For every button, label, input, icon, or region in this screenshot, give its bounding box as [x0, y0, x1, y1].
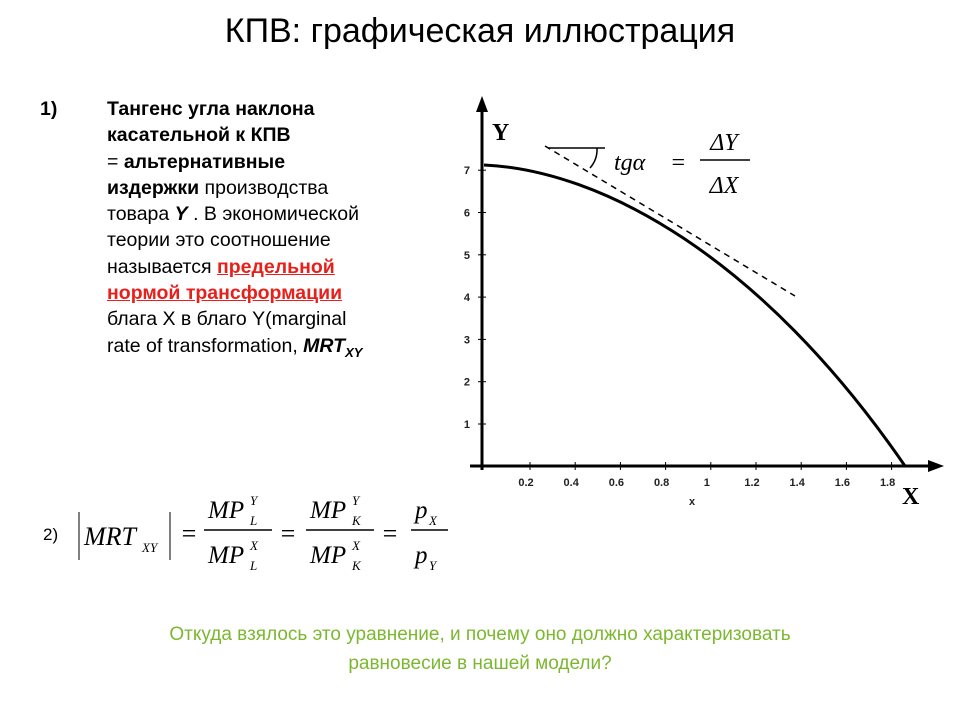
formula: MP — [309, 542, 346, 569]
x-tick-label: 1.8 — [880, 477, 895, 489]
x-tick-label: 0.8 — [654, 477, 669, 489]
formula: p — [413, 542, 428, 569]
text: блага X в благо Y(marginal — [107, 308, 347, 331]
slope-label: tgα — [614, 150, 646, 176]
formula: X — [351, 538, 361, 553]
equals: = — [279, 519, 297, 548]
formula: X — [249, 538, 259, 553]
text: MRT — [303, 334, 346, 357]
list-marker: 1) — [40, 98, 58, 120]
y-tick-label: 4 — [464, 292, 471, 304]
ppf-curve — [483, 163, 907, 467]
equals: = — [670, 150, 686, 176]
formula: MP — [207, 542, 244, 569]
list-marker: 2) — [43, 525, 58, 544]
axis-label: Y — [492, 120, 509, 146]
formula: MP — [309, 497, 346, 524]
text: теории это соотношение — [107, 229, 331, 252]
x-tick-label: 1.4 — [790, 477, 806, 489]
question: Откуда взялось это уравнение, и почему о… — [0, 620, 960, 678]
axis-label: X — [902, 484, 920, 510]
formula: Y — [250, 493, 259, 508]
formula: p — [413, 497, 428, 524]
text: = — [107, 150, 124, 173]
slide-title: КПВ: графическая иллюстрация — [224, 12, 736, 50]
text: товара — [107, 203, 175, 226]
x-tick-label: 0.2 — [518, 477, 533, 489]
term: нормой трансформации — [107, 282, 343, 305]
y-tick-label: 5 — [464, 250, 470, 262]
y-tick-label: 3 — [464, 334, 470, 346]
text: производства — [199, 176, 329, 199]
text: XY — [345, 344, 363, 360]
axis-note: x — [689, 496, 696, 508]
x-tick-label: 1 — [704, 477, 710, 489]
y-tick-label: 1 — [464, 419, 470, 431]
text: альтернативные — [123, 150, 286, 173]
text: . В экономической — [187, 203, 360, 226]
numerator: ΔY — [709, 130, 740, 156]
text: Откуда взялось это уравнение, и почему о… — [169, 624, 791, 645]
formula: XY — [141, 540, 159, 555]
y-tick-label: 7 — [464, 165, 470, 177]
text: rate of transformation, — [107, 334, 304, 357]
formula: X — [428, 513, 438, 528]
point-1: 1) Тангенс угла наклона касательной к КП… — [40, 96, 440, 366]
formula: MRT — [83, 522, 138, 551]
x-tick-label: 0.4 — [564, 477, 580, 489]
text: издержки — [107, 176, 200, 199]
text: касательной к КПВ — [107, 124, 291, 147]
x-tick-label: 0.6 — [609, 477, 624, 489]
y-tick-label: 6 — [464, 208, 470, 220]
tangent — [544, 145, 796, 297]
formula: L — [249, 513, 257, 528]
x-tick-label: 1.6 — [835, 477, 850, 489]
equals: = — [381, 519, 399, 548]
text: называется — [107, 255, 217, 278]
denominator: ΔX — [709, 173, 740, 199]
formula: K — [351, 558, 362, 573]
text: Тангенс угла наклона — [107, 98, 315, 120]
arrow — [928, 460, 944, 472]
text: Y — [174, 203, 188, 226]
angle-arc — [589, 147, 598, 169]
figure-bg — [442, 88, 952, 513]
term: предельной — [216, 255, 335, 278]
equals: = — [180, 519, 198, 548]
formula: K — [351, 513, 362, 528]
formula: Y — [352, 493, 361, 508]
formula: Y — [429, 558, 438, 573]
x-tick-label: 1.2 — [744, 477, 759, 489]
formula: MP — [207, 497, 244, 524]
arrow — [476, 96, 488, 112]
y-tick-label: 2 — [464, 377, 470, 389]
formula: L — [249, 558, 257, 573]
text: равновесие в нашей модели? — [348, 653, 612, 674]
